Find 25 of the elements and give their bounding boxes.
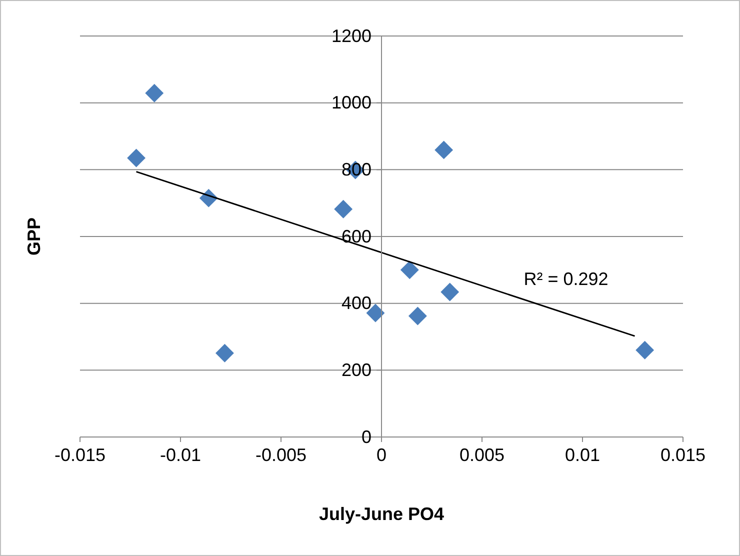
point — [408, 306, 427, 326]
x-tick-label: -0.015 — [54, 445, 106, 466]
point — [434, 140, 454, 160]
point — [127, 148, 146, 168]
y-tick-label: 200 — [341, 360, 372, 380]
x-tick-label: 0.015 — [660, 445, 706, 466]
point — [334, 200, 353, 218]
x-tick-label: 0.005 — [459, 445, 505, 466]
point — [440, 282, 460, 302]
y-tick-label: 400 — [341, 293, 372, 314]
point — [145, 84, 164, 102]
y-tick-label: 600 — [341, 226, 372, 246]
y-axis-title: GPP — [24, 217, 44, 256]
x-tick-label: -0.005 — [255, 445, 307, 466]
x-tick-label: 0 — [376, 445, 387, 466]
point — [216, 344, 234, 362]
y-tick-label: 1200 — [331, 26, 372, 46]
x-axis-title: July-June PO4 — [318, 504, 444, 524]
y-tick-label: 1000 — [331, 92, 372, 113]
point — [400, 260, 419, 280]
x-tick-label: -0.01 — [160, 445, 202, 466]
x-tick-label: 0.01 — [564, 445, 600, 466]
point — [636, 340, 654, 360]
annotation: R² = 0.292 — [524, 268, 608, 289]
y-tick-label: 0 — [361, 426, 372, 447]
